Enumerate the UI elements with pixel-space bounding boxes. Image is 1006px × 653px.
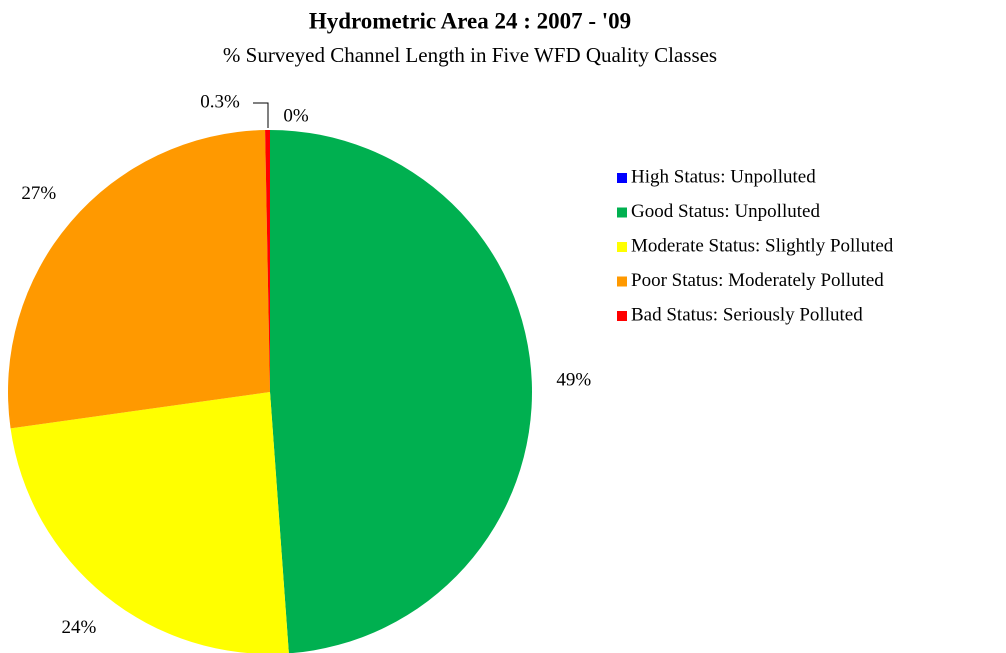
legend-label: Moderate Status: Slightly Polluted	[631, 235, 894, 256]
leader-line	[253, 102, 269, 128]
pie-slice	[10, 392, 289, 653]
chart-title: Hydrometric Area 24 : 2007 - '09	[309, 8, 631, 33]
chart-subtitle: % Surveyed Channel Length in Five WFD Qu…	[223, 43, 717, 67]
legend-swatch	[617, 276, 627, 287]
legend-label: High Status: Unpolluted	[631, 166, 816, 187]
data-label: 0%	[283, 105, 309, 126]
data-label: 24%	[62, 617, 97, 638]
data-label: 0.3%	[200, 91, 240, 112]
data-label: 27%	[21, 183, 56, 204]
data-label: 49%	[556, 369, 591, 390]
legend-swatch	[617, 242, 627, 252]
legend-swatch	[617, 311, 627, 321]
pie-slice	[270, 130, 532, 653]
pie-slice	[7, 130, 270, 429]
legend-swatch	[617, 173, 627, 183]
legend-label: Bad Status: Seriously Polluted	[631, 304, 863, 325]
legend-label: Poor Status: Moderately Polluted	[631, 270, 884, 291]
legend-label: Good Status: Unpolluted	[631, 201, 820, 222]
pie-slice	[265, 130, 270, 392]
legend-swatch	[617, 207, 627, 218]
